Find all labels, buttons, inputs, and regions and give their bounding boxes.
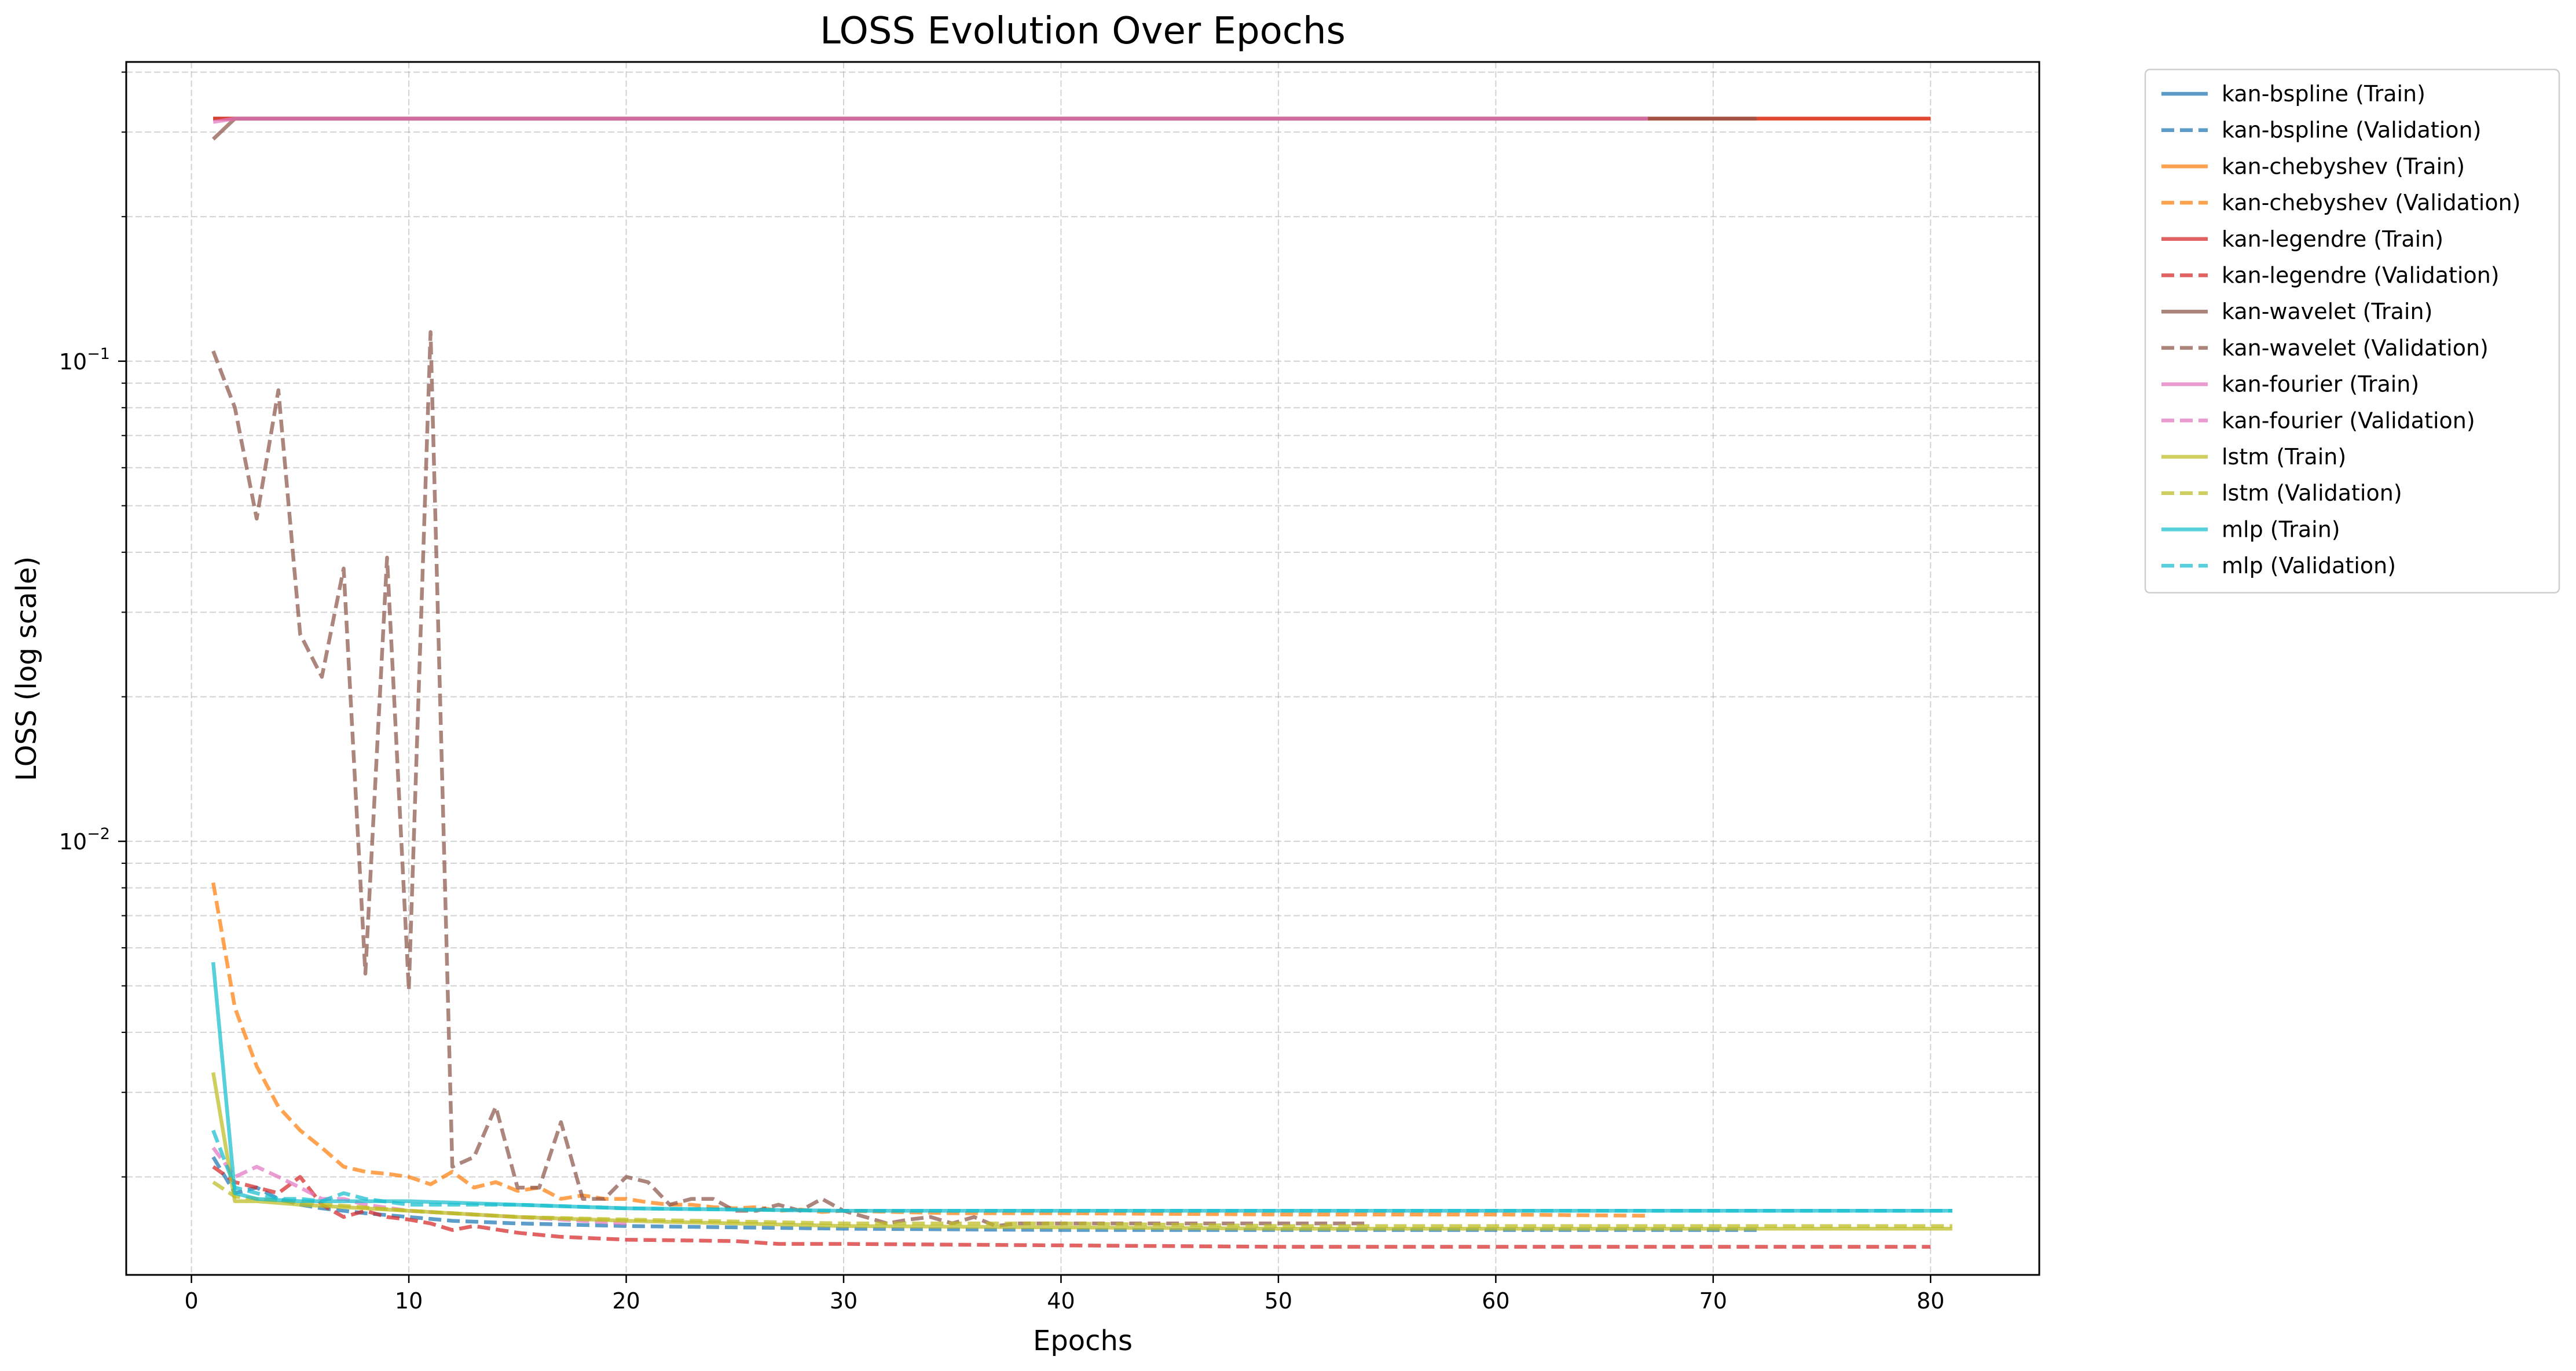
y-tick-label: 10−1 — [59, 345, 110, 375]
legend: kan-bspline (Train) kan-bspline (Validati… — [2144, 68, 2560, 594]
x-tick-label: 10 — [395, 1288, 423, 1314]
legend-label: kan-wavelet (Validation) — [2222, 335, 2489, 361]
series-group — [211, 116, 1952, 1249]
legend-label: kan-fourier (Validation) — [2222, 408, 2475, 433]
series-line-8 — [212, 116, 1648, 124]
grid — [126, 62, 2039, 1275]
legend-label: kan-bspline (Train) — [2222, 81, 2425, 107]
x-tick-label: 20 — [612, 1288, 640, 1314]
x-tick-label: 60 — [1482, 1288, 1509, 1314]
x-tick-label: 30 — [830, 1288, 858, 1314]
x-tick-label: 0 — [185, 1288, 199, 1314]
x-axis-label: Epochs — [1033, 1325, 1133, 1357]
series-line-13 — [211, 1130, 1952, 1213]
legend-label: mlp (Train) — [2222, 516, 2340, 542]
x-tick-label: 80 — [1917, 1288, 1944, 1314]
legend-label: kan-chebyshev (Train) — [2222, 153, 2465, 179]
x-tick-label: 40 — [1047, 1288, 1075, 1314]
legend-label: lstm (Train) — [2222, 444, 2346, 470]
series-line-9 — [211, 1146, 626, 1226]
legend-label: kan-chebyshev (Validation) — [2222, 190, 2521, 215]
legend-box — [2144, 68, 2560, 594]
legend-label: kan-bspline (Validation) — [2222, 118, 2481, 143]
y-tick-label: 10−2 — [59, 825, 110, 855]
chart-title: LOSS Evolution Over Epochs — [820, 10, 1346, 53]
x-tick-label: 70 — [1699, 1288, 1727, 1314]
legend-label: mlp (Validation) — [2222, 553, 2396, 578]
legend-label: lstm (Validation) — [2222, 481, 2402, 506]
x-tick-label: 50 — [1265, 1288, 1292, 1314]
legend-label: kan-legendre (Validation) — [2222, 263, 2500, 288]
legend-label: kan-wavelet (Train) — [2222, 299, 2432, 324]
axes: 0 10 20 30 40 50 60 70 80 10−2 10−1 — [59, 71, 1944, 1314]
legend-label: kan-legendre (Train) — [2222, 226, 2443, 252]
plot-frame — [125, 61, 2040, 1276]
y-axis-label: LOSS (log scale) — [10, 556, 43, 782]
legend-label: kan-fourier (Train) — [2222, 372, 2419, 397]
series-line-5 — [212, 1165, 1931, 1249]
